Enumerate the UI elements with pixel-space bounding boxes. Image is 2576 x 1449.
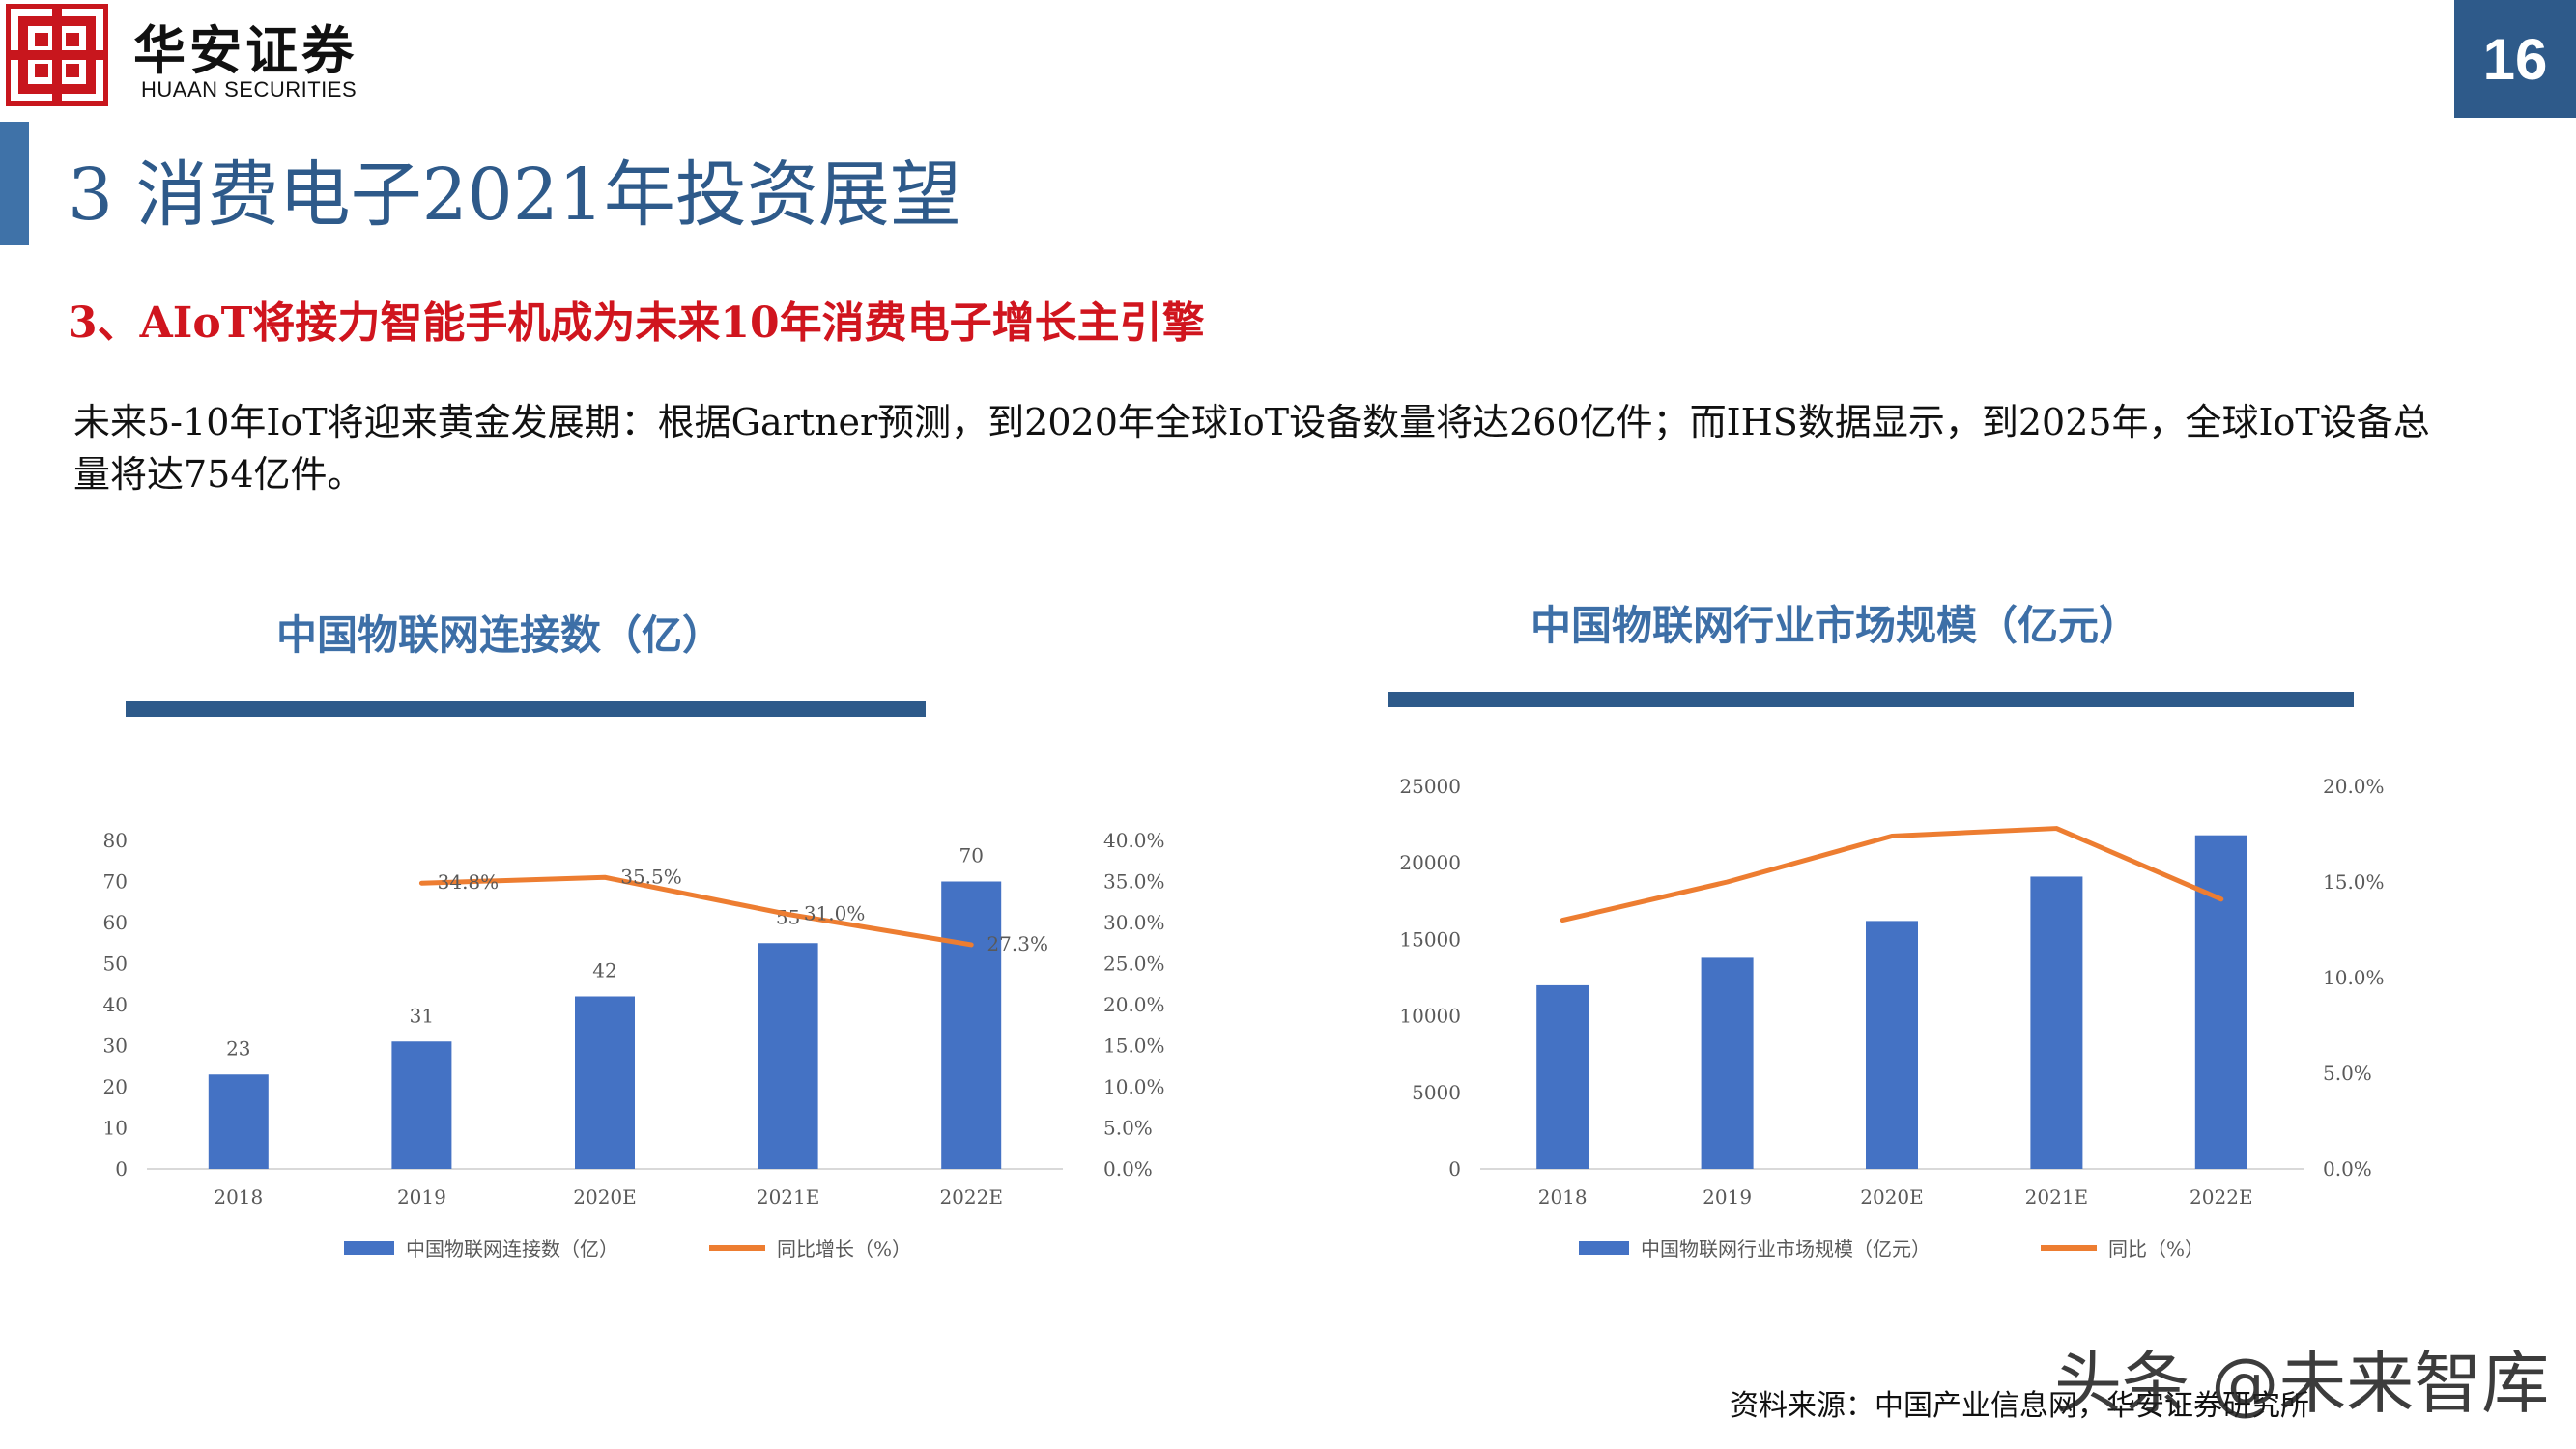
title-accent-bar — [0, 122, 29, 245]
chart1-x-tick: 2019 — [397, 1185, 446, 1208]
chart2-line-series — [1560, 826, 2224, 923]
chart2-legend-line-label: 同比（%） — [2108, 1237, 2204, 1261]
chart2-bar — [1536, 984, 1589, 1169]
chart1-y2-tick: 0.0% — [1103, 1157, 1153, 1180]
chart2-y-tick: 5000 — [1412, 1081, 1461, 1104]
chart1-bar-label: 70 — [959, 844, 983, 867]
chart1-y-tick: 70 — [103, 870, 128, 894]
chart1-y2-tick: 30.0% — [1103, 911, 1165, 934]
page-number: 16 — [2454, 0, 2576, 118]
chart1-legend-bar-label: 中国物联网连接数（亿） — [406, 1237, 618, 1261]
chart2-y-tick: 0 — [1448, 1157, 1461, 1180]
chart1-line-label: 31.0% — [804, 902, 866, 925]
chart2-y-tick: 20000 — [1399, 851, 1461, 874]
chart1-bar — [941, 881, 1002, 1169]
chart2-y2-tick: 15.0% — [2323, 870, 2385, 894]
chart1-legend-bar-swatch — [344, 1241, 394, 1255]
chart1-bar-label: 31 — [410, 1004, 434, 1027]
chart1-y-tick: 60 — [103, 911, 128, 934]
section-heading: 3、AIoT将接力智能手机成为未来10年消费电子增长主引擎 — [68, 298, 1205, 348]
brand-name-en: HUAAN SECURITIES — [141, 77, 358, 101]
chart2-legend-bar-swatch — [1579, 1241, 1629, 1255]
chart1-x-tick: 2018 — [214, 1185, 263, 1208]
page-title: 3 消费电子2021年投资展望 — [68, 154, 961, 237]
chart2-x-tick: 2019 — [1703, 1185, 1752, 1208]
chart1-x-tick: 2021E — [757, 1185, 820, 1208]
chart1-bar-label: 42 — [592, 959, 616, 982]
chart1-y2-tick: 5.0% — [1103, 1117, 1153, 1140]
brand-name-cn: 华安证券 — [133, 19, 358, 81]
chart1-y-tick: 80 — [103, 829, 128, 852]
chart2-y2-tick: 20.0% — [2323, 775, 2385, 798]
chart1-y2-tick: 15.0% — [1103, 1035, 1165, 1058]
chart2-legend-bar-label: 中国物联网行业市场规模（亿元） — [1641, 1237, 1931, 1261]
chart2-bar — [2030, 876, 2083, 1169]
chart1-legend-line-label: 同比增长（%） — [777, 1237, 911, 1261]
chart1-y-tick: 40 — [103, 993, 128, 1016]
chart2-bar — [2194, 835, 2247, 1169]
chart1-bar-label: 23 — [226, 1037, 250, 1060]
chart2-x-tick: 2021E — [2025, 1185, 2089, 1208]
chart1-y2-tick: 35.0% — [1103, 870, 1165, 894]
chart1-x-tick: 2020E — [573, 1185, 637, 1208]
chart1-line-series — [418, 874, 974, 948]
chart1-line-label: 34.8% — [438, 870, 500, 894]
chart1-line-label: 35.5% — [620, 865, 682, 888]
chart1-bar — [391, 1041, 452, 1169]
chart1-y-tick: 20 — [103, 1075, 128, 1098]
chart2-y2-tick: 0.0% — [2323, 1157, 2372, 1180]
chart2-x-tick: 2020E — [1860, 1185, 1924, 1208]
chart2-bar — [1701, 957, 1754, 1169]
watermark: 头条 @未来智库 — [2054, 1344, 2550, 1423]
chart2-bar — [1866, 921, 1918, 1169]
chart1-y-tick: 10 — [103, 1117, 128, 1140]
logo-icon — [5, 3, 109, 107]
chart2-title: 中国物联网行业市场规模（亿元） — [1531, 602, 2140, 649]
chart2-y2-tick: 10.0% — [2323, 966, 2385, 989]
chart2-x-tick: 2022E — [2190, 1185, 2253, 1208]
chart1-bar — [208, 1074, 269, 1169]
chart1-bar — [575, 996, 635, 1169]
chart1-line-label: 27.3% — [987, 932, 1048, 955]
chart1-y2-tick: 40.0% — [1103, 829, 1165, 852]
chart1-y-tick: 0 — [115, 1157, 128, 1180]
chart1-y2-tick: 20.0% — [1103, 993, 1165, 1016]
chart2-y-tick: 15000 — [1399, 927, 1461, 951]
chart2-y-tick: 10000 — [1399, 1005, 1461, 1028]
chart1-y2-tick: 25.0% — [1103, 952, 1165, 976]
chart1-title-rule — [126, 701, 926, 717]
chart2-x-tick: 2018 — [1538, 1185, 1588, 1208]
chart1-y-tick: 50 — [103, 952, 128, 976]
chart1-bar — [758, 943, 818, 1169]
chart2-y2-tick: 5.0% — [2323, 1062, 2372, 1085]
chart1-x-tick: 2022E — [939, 1185, 1003, 1208]
chart1-y2-tick: 10.0% — [1103, 1075, 1165, 1098]
chart1-y-tick: 30 — [103, 1035, 128, 1058]
chart2-y-tick: 25000 — [1399, 775, 1461, 798]
source-note: 资料来源：中国产业信息网，华安证券研究所 — [1730, 1389, 2309, 1423]
company-logo — [5, 3, 109, 107]
chart2-title-rule — [1388, 692, 2354, 707]
body-paragraph: 未来5-10年IoT将迎来黄金发展期：根据Gartner预测，到2020年全球I… — [73, 401, 2430, 496]
chart1-title: 中国物联网连接数（亿） — [276, 611, 724, 659]
